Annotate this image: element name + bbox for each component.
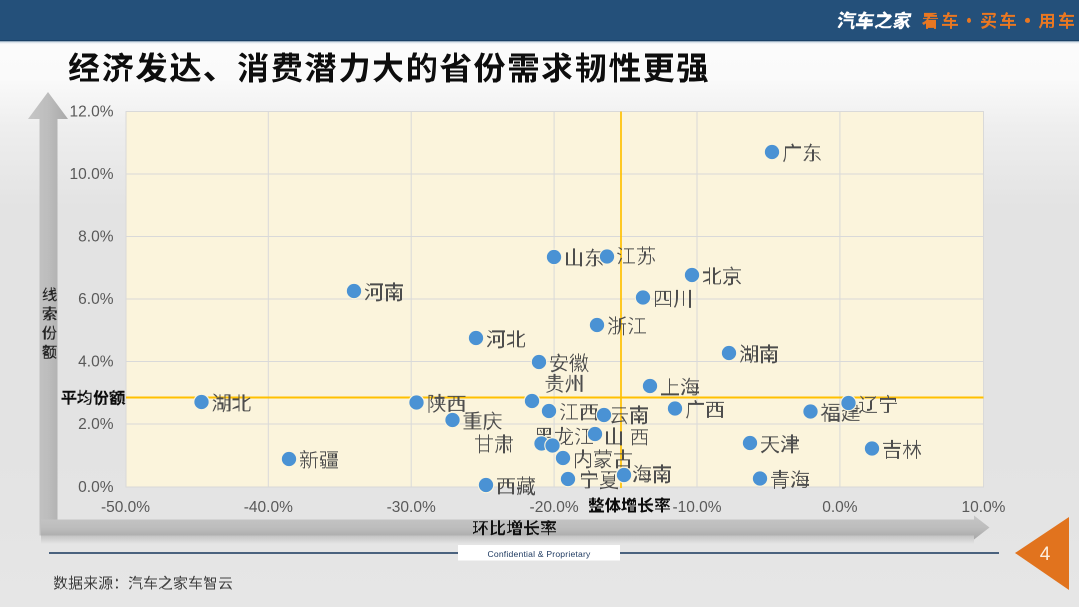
svg-text:0.0%: 0.0% — [822, 499, 858, 516]
svg-text:-30.0%: -30.0% — [387, 499, 436, 516]
svg-text:4: 4 — [1040, 544, 1051, 565]
svg-text:-50.0%: -50.0% — [101, 499, 150, 516]
svg-text:Confidential & Proprietary: Confidential & Proprietary — [487, 549, 591, 559]
svg-text:0.0%: 0.0% — [78, 479, 114, 496]
svg-text:6.0%: 6.0% — [78, 291, 114, 308]
svg-text:8.0%: 8.0% — [78, 228, 114, 245]
svg-text:-20.0%: -20.0% — [530, 499, 579, 516]
svg-text:4.0%: 4.0% — [78, 353, 114, 370]
svg-text:2.0%: 2.0% — [78, 416, 114, 433]
svg-text:-40.0%: -40.0% — [244, 499, 293, 516]
svg-text:10.0%: 10.0% — [70, 166, 114, 183]
svg-text:-10.0%: -10.0% — [672, 499, 721, 516]
svg-text:12.0%: 12.0% — [70, 103, 114, 120]
svg-text:10.0%: 10.0% — [962, 499, 1006, 516]
